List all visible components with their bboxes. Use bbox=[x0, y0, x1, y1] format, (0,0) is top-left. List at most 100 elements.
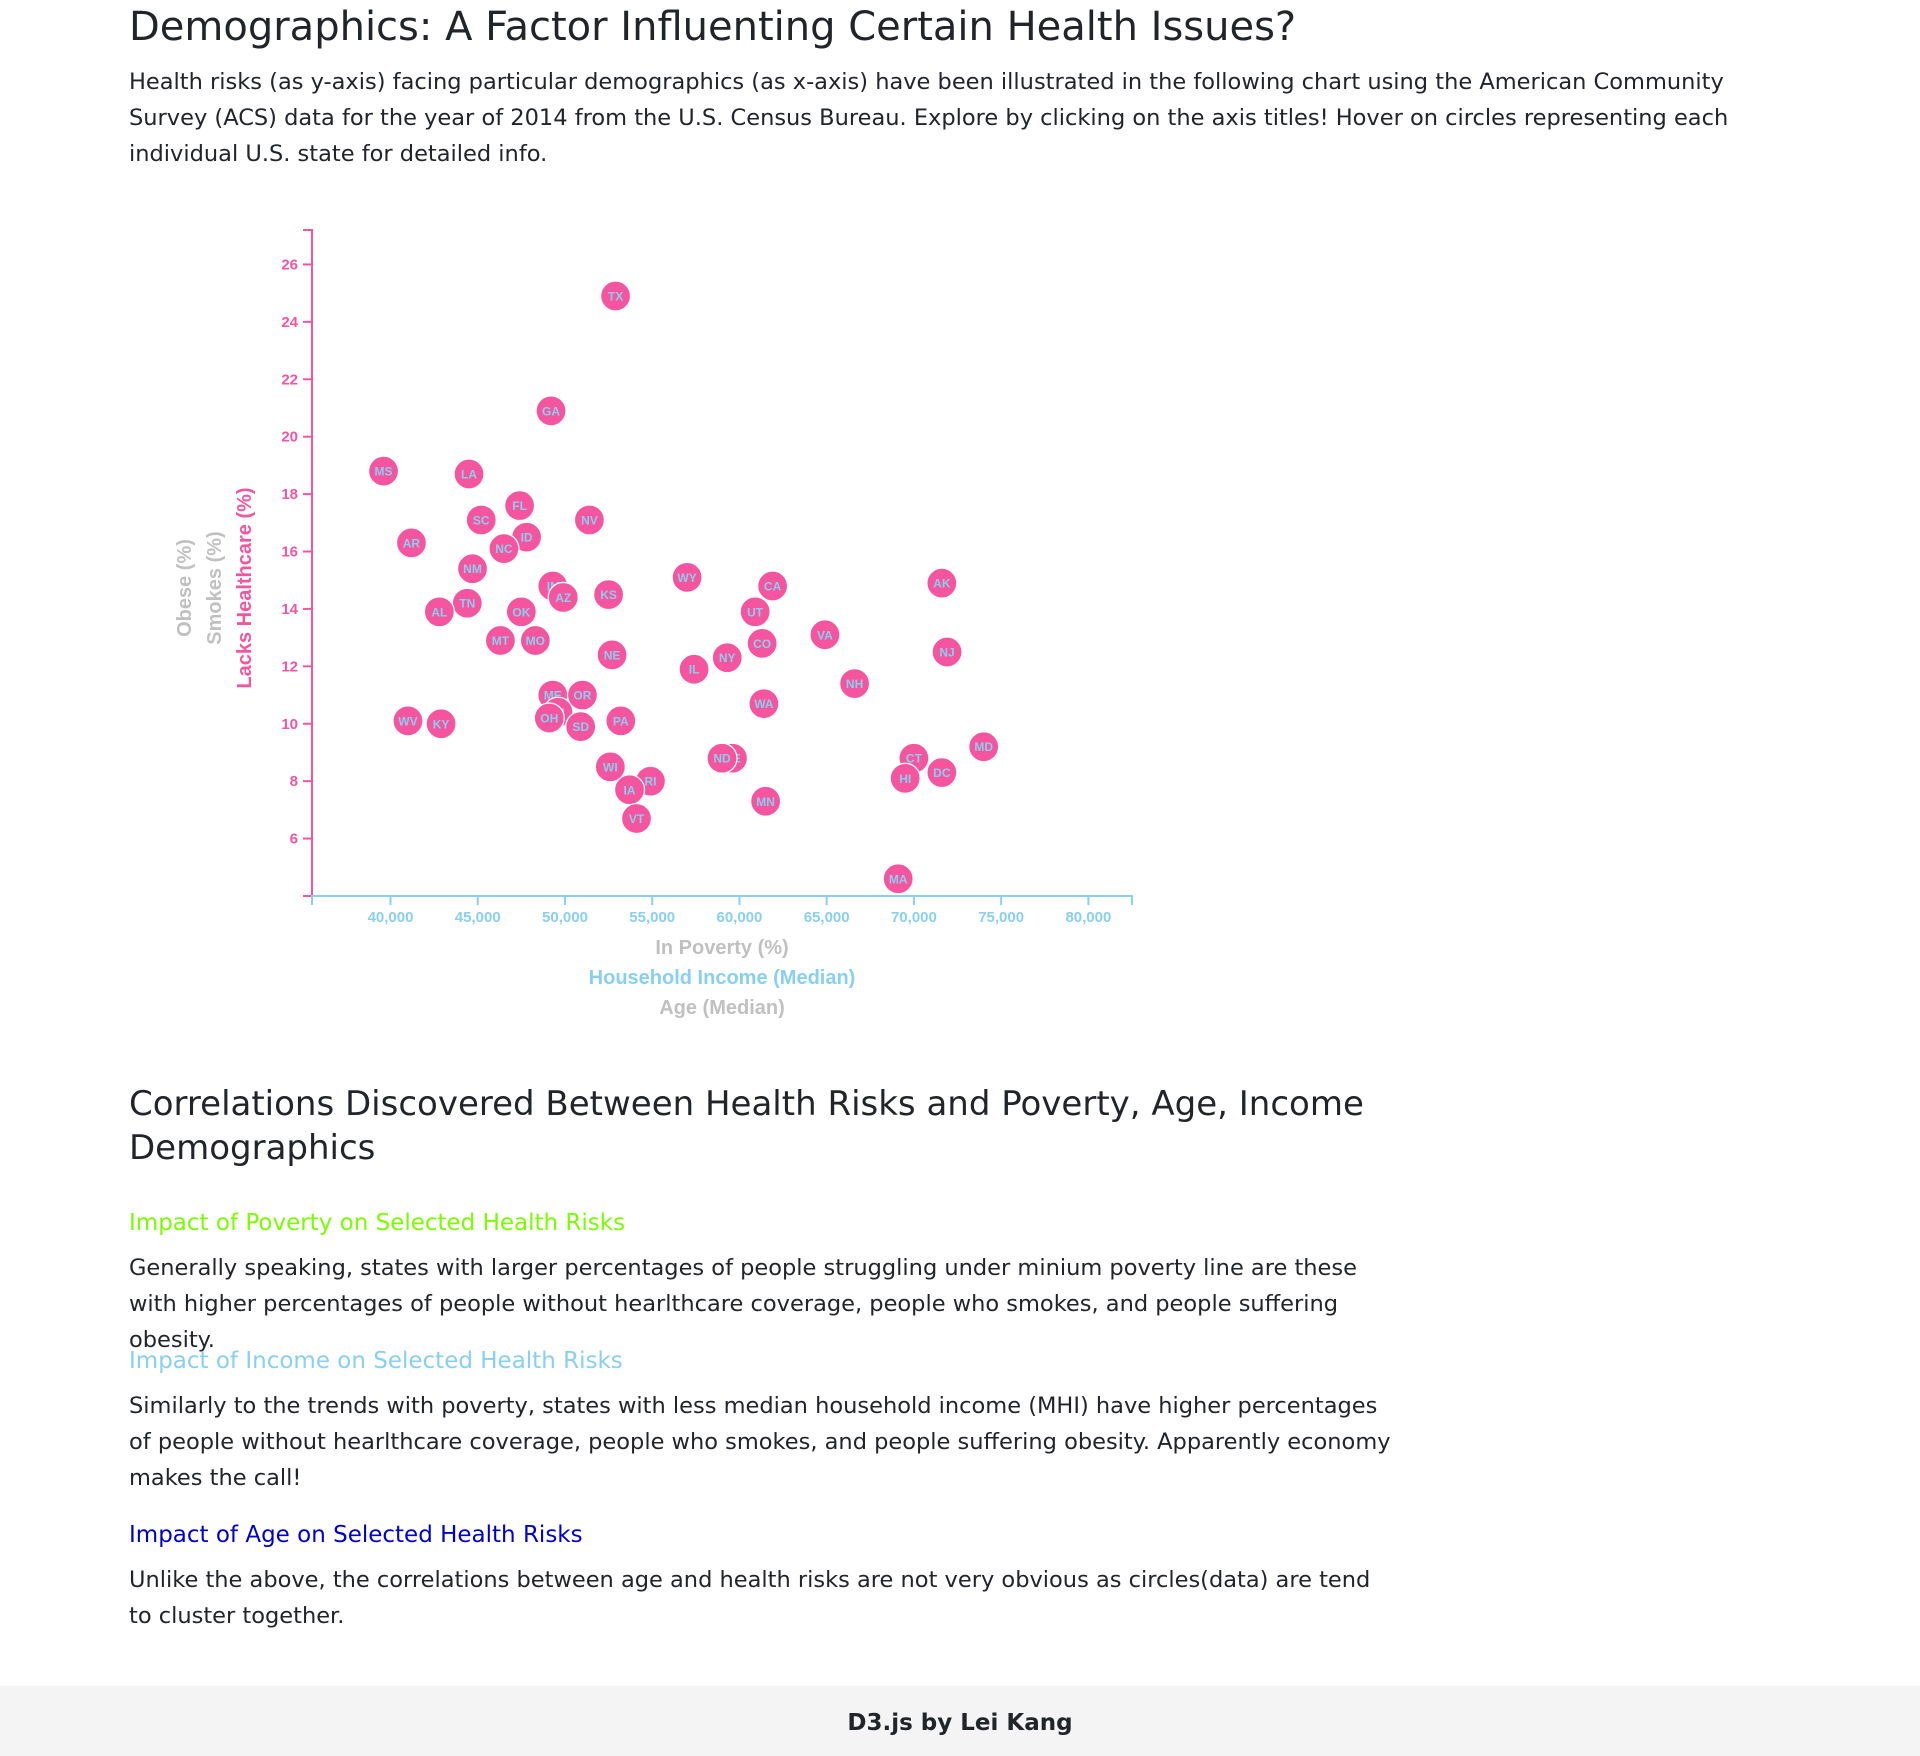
x-axis-title[interactable]: In Poverty (%) bbox=[655, 937, 788, 959]
state-abbr-label: WI bbox=[603, 760, 618, 774]
state-circle[interactable] bbox=[533, 702, 565, 734]
state-point-co[interactable]: CO bbox=[746, 627, 778, 660]
y-axis-title[interactable]: Lacks Healthcare (%) bbox=[234, 487, 256, 688]
state-point-ak[interactable]: AK bbox=[926, 567, 958, 599]
state-point-la[interactable]: LA bbox=[453, 458, 485, 490]
state-point-nh[interactable]: NH bbox=[838, 667, 871, 700]
state-circle[interactable] bbox=[748, 688, 780, 720]
state-circle[interactable] bbox=[968, 731, 1000, 763]
state-circle[interactable] bbox=[592, 578, 625, 611]
state-point-ks[interactable]: KS bbox=[592, 578, 625, 611]
x-axis-title[interactable]: Age (Median) bbox=[659, 997, 785, 1019]
state-circle[interactable] bbox=[488, 532, 520, 565]
state-point-dc[interactable]: DC bbox=[926, 756, 958, 789]
state-point-ia[interactable]: IA bbox=[613, 774, 646, 806]
state-point-ky[interactable]: KY bbox=[425, 708, 457, 740]
state-point-al[interactable]: AL bbox=[423, 596, 456, 628]
state-point-nv[interactable]: NV bbox=[573, 504, 606, 536]
state-circle[interactable] bbox=[425, 708, 457, 740]
state-circle[interactable] bbox=[547, 581, 579, 614]
state-circle[interactable] bbox=[599, 280, 632, 312]
state-circle[interactable] bbox=[519, 624, 551, 657]
state-circle[interactable] bbox=[596, 639, 628, 671]
state-circle[interactable] bbox=[456, 553, 489, 585]
state-point-oh[interactable]: OH bbox=[533, 702, 565, 734]
state-point-az[interactable]: AZ bbox=[547, 581, 579, 614]
state-abbr-label: MT bbox=[492, 634, 510, 648]
state-circle[interactable] bbox=[931, 636, 963, 668]
state-circle[interactable] bbox=[838, 667, 871, 700]
state-point-wv[interactable]: WV bbox=[392, 705, 424, 737]
state-point-ny[interactable]: NY bbox=[711, 642, 743, 674]
state-point-ut[interactable]: UT bbox=[739, 596, 771, 628]
x-axis-title[interactable]: Household Income (Median) bbox=[589, 967, 856, 989]
state-point-ca[interactable]: CA bbox=[756, 570, 789, 602]
state-point-va[interactable]: VA bbox=[809, 619, 841, 651]
state-circle[interactable] bbox=[565, 710, 597, 743]
state-circle[interactable] bbox=[392, 705, 424, 737]
state-point-nm[interactable]: NM bbox=[456, 553, 489, 585]
y-axis-title[interactable]: Smokes (%) bbox=[204, 531, 226, 644]
state-circle[interactable] bbox=[503, 489, 536, 522]
state-circle[interactable] bbox=[566, 679, 599, 711]
state-circle[interactable] bbox=[749, 785, 782, 817]
state-point-ne[interactable]: NE bbox=[596, 639, 628, 671]
y-axis-title[interactable]: Obese (%) bbox=[174, 539, 196, 637]
state-circle[interactable] bbox=[505, 596, 538, 628]
state-point-md[interactable]: MD bbox=[968, 731, 1000, 763]
findings-title: Correlations Discovered Between Health R… bbox=[129, 1084, 1364, 1168]
state-circle[interactable] bbox=[620, 802, 653, 835]
state-abbr-label: NM bbox=[463, 562, 482, 576]
state-circle[interactable] bbox=[711, 642, 743, 674]
state-circle[interactable] bbox=[678, 653, 710, 685]
state-point-ma[interactable]: MA bbox=[882, 863, 914, 895]
state-point-sc[interactable]: SC bbox=[465, 504, 497, 536]
state-circle[interactable] bbox=[746, 627, 778, 660]
y-tick-label: 14 bbox=[281, 601, 298, 618]
state-circle[interactable] bbox=[739, 596, 771, 628]
state-point-ar[interactable]: AR bbox=[395, 527, 428, 559]
state-point-il[interactable]: IL bbox=[678, 653, 710, 685]
state-point-wy[interactable]: WY bbox=[671, 561, 703, 594]
state-point-tx[interactable]: TX bbox=[599, 280, 632, 312]
state-point-or[interactable]: OR bbox=[566, 679, 599, 711]
state-point-ok[interactable]: OK bbox=[505, 596, 538, 628]
state-point-pa[interactable]: PA bbox=[605, 705, 637, 737]
state-circle[interactable] bbox=[926, 756, 958, 789]
state-circle[interactable] bbox=[594, 751, 626, 783]
state-circle[interactable] bbox=[706, 742, 738, 774]
state-point-ms[interactable]: MS bbox=[367, 455, 400, 487]
state-circle[interactable] bbox=[605, 705, 637, 737]
state-circle[interactable] bbox=[423, 596, 456, 628]
state-point-nc[interactable]: NC bbox=[488, 532, 520, 565]
state-circle[interactable] bbox=[535, 395, 567, 427]
state-circle[interactable] bbox=[671, 561, 703, 594]
state-abbr-label: NE bbox=[604, 648, 621, 662]
y-tick-label: 10 bbox=[281, 716, 298, 733]
state-point-ga[interactable]: GA bbox=[535, 395, 567, 427]
state-circle[interactable] bbox=[809, 619, 841, 651]
state-point-vt[interactable]: VT bbox=[620, 802, 653, 835]
state-point-mt[interactable]: MT bbox=[484, 624, 517, 657]
x-tick-label: 40,000 bbox=[368, 909, 414, 926]
state-point-nj[interactable]: NJ bbox=[931, 636, 963, 668]
state-circle[interactable] bbox=[465, 504, 497, 536]
state-point-sd[interactable]: SD bbox=[565, 710, 597, 743]
state-circle[interactable] bbox=[453, 458, 485, 490]
state-point-wa[interactable]: WA bbox=[748, 688, 780, 720]
state-circle[interactable] bbox=[395, 527, 428, 559]
state-circle[interactable] bbox=[882, 863, 914, 895]
state-point-nd[interactable]: ND bbox=[706, 742, 738, 774]
state-circle[interactable] bbox=[484, 624, 517, 657]
state-point-hi[interactable]: HI bbox=[889, 762, 921, 794]
state-point-mo[interactable]: MO bbox=[519, 624, 551, 657]
state-point-wi[interactable]: WI bbox=[594, 751, 626, 783]
state-circle[interactable] bbox=[573, 504, 606, 536]
state-point-mn[interactable]: MN bbox=[749, 785, 782, 817]
state-circle[interactable] bbox=[889, 762, 921, 794]
state-point-tn[interactable]: TN bbox=[451, 587, 483, 619]
state-circle[interactable] bbox=[926, 567, 958, 599]
state-circle[interactable] bbox=[756, 570, 789, 602]
state-circle[interactable] bbox=[367, 455, 400, 487]
state-point-fl[interactable]: FL bbox=[503, 489, 536, 522]
